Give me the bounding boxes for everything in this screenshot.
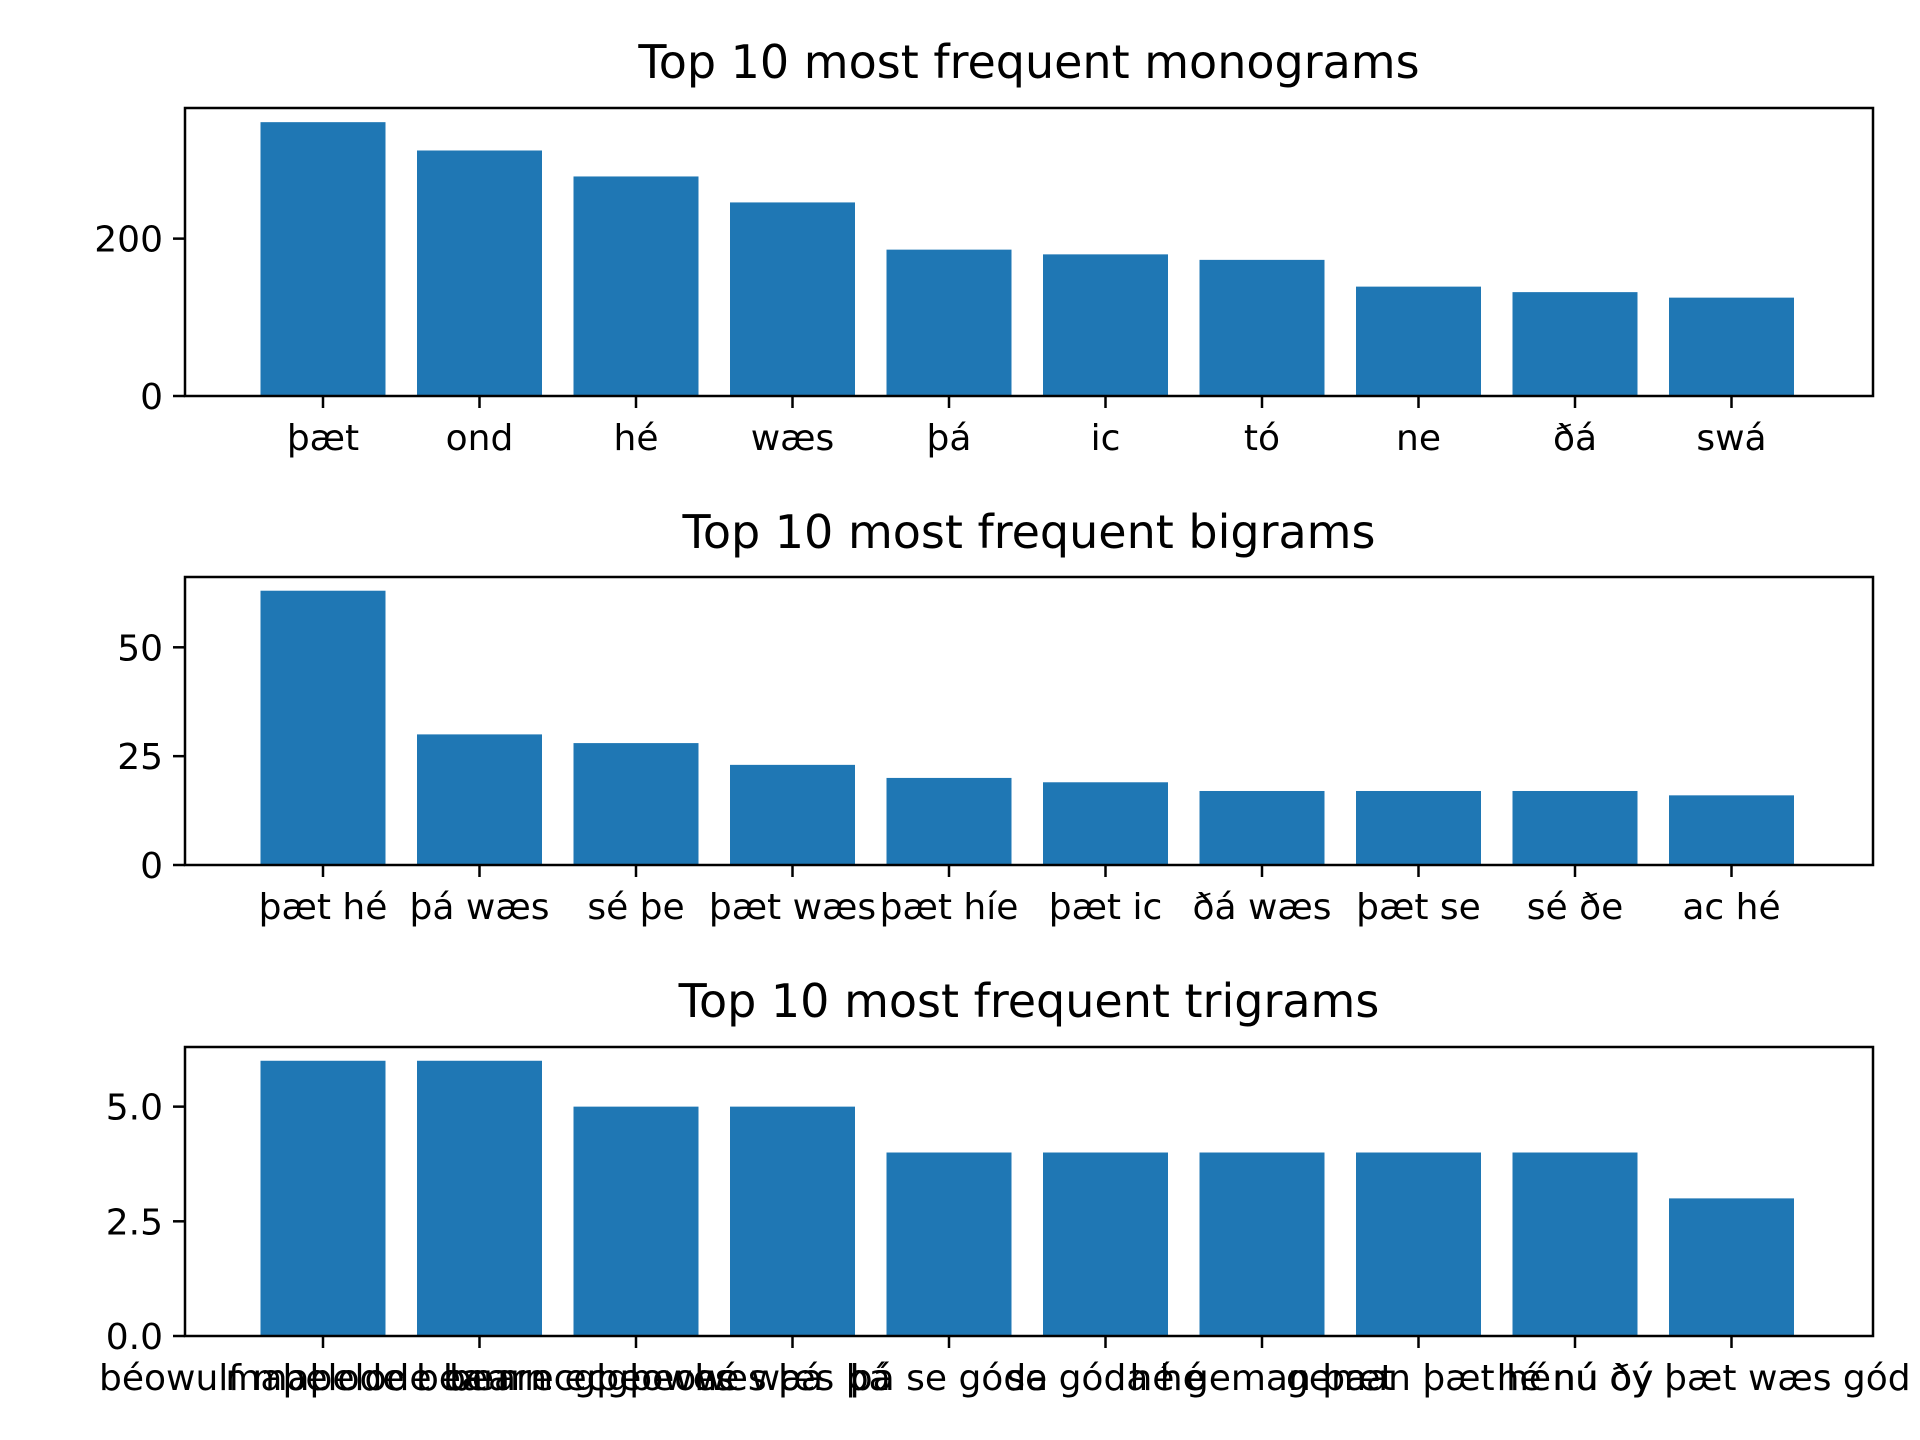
bar <box>1043 254 1168 396</box>
bar <box>260 122 386 396</box>
bar <box>1512 292 1638 396</box>
bar <box>886 249 1012 396</box>
y-tick-label: 25 <box>117 737 163 778</box>
bar <box>417 734 542 865</box>
bar <box>730 1106 855 1336</box>
x-tick-label: nú ðý þæt wæs gód <box>1552 1358 1910 1399</box>
y-tick-label: 5.0 <box>106 1088 163 1129</box>
bar <box>573 176 699 396</box>
bigram-chart: Top 10 most frequent bigrams þæt hé þá wæ… <box>117 505 1875 928</box>
bar <box>260 1060 386 1336</box>
monogram-chart: Top 10 most frequent monograms þæt ond hé w… <box>94 35 1875 459</box>
bar <box>1199 1152 1325 1336</box>
bar <box>1669 795 1794 865</box>
bar <box>1356 286 1481 396</box>
x-tick-label: þæt <box>287 418 359 459</box>
x-tick-label: þá se góda <box>850 1358 1049 1399</box>
axes-frame <box>183 1045 1875 1338</box>
x-tick-label: béowulf maþelode bearn <box>99 1358 547 1399</box>
bar <box>1043 782 1168 865</box>
y-tick-label: 50 <box>117 628 163 669</box>
x-tick-label: þæt wæs <box>709 887 876 928</box>
x-tick-label: hé <box>614 418 659 459</box>
x-tick-label: geman þæt hé <box>1286 1358 1551 1399</box>
x-tick-label: þæt híe <box>880 887 1019 928</box>
chart-title: Top 10 most frequent trigrams <box>678 974 1380 1028</box>
bar <box>1199 259 1325 396</box>
bar <box>1043 1152 1168 1336</box>
x-tick-label: maþelode bearn ecgþeowes <box>225 1358 733 1399</box>
bar <box>886 1152 1012 1336</box>
x-tick-label: ac hé <box>1682 887 1780 928</box>
bar <box>417 1060 542 1336</box>
x-tick-label: þá <box>927 418 972 459</box>
bar <box>1512 790 1638 865</box>
x-tick-label: hé wæs þá <box>694 1358 890 1399</box>
x-tick-label: ond <box>446 418 514 459</box>
x-tick-label: þæt hé <box>259 887 388 928</box>
y-tick-label: 0.0 <box>106 1317 163 1358</box>
chart-title: Top 10 most frequent bigrams <box>682 505 1376 559</box>
axes-frame <box>183 106 1875 398</box>
x-tick-label: þá wæs <box>410 887 550 928</box>
x-tick-label: þæt ic <box>1049 887 1163 928</box>
chart-title: Top 10 most frequent monograms <box>637 35 1419 89</box>
bar <box>1669 1198 1794 1336</box>
bar <box>1669 297 1794 396</box>
x-tick-label: hé geman þæt <box>1129 1358 1394 1399</box>
bar <box>1356 790 1481 865</box>
x-tick-label: ðá <box>1553 418 1597 459</box>
axes-frame <box>183 575 1875 867</box>
y-tick-label: 0 <box>140 846 163 887</box>
bar <box>573 1106 699 1336</box>
x-tick-label: ic <box>1091 418 1121 459</box>
bar <box>886 777 1012 865</box>
x-tick-label: sé þe <box>587 887 684 928</box>
x-tick-label: wæs <box>751 418 835 459</box>
x-tick-label: hé nú ðý <box>1497 1358 1654 1399</box>
bar <box>417 150 542 396</box>
y-tick-label: 200 <box>94 220 163 261</box>
y-tick-label: 2.5 <box>106 1202 163 1243</box>
x-tick-label: ðá wæs <box>1192 887 1331 928</box>
x-tick-label: swá <box>1696 418 1766 459</box>
bar <box>573 743 699 865</box>
y-tick-label: 0 <box>140 377 163 418</box>
bar <box>260 590 386 865</box>
bar <box>730 202 855 396</box>
bar <box>730 764 855 865</box>
bar <box>1512 1152 1638 1336</box>
x-tick-label: sé ðe <box>1527 887 1624 928</box>
bar <box>1199 790 1325 865</box>
trigram-chart: Top 10 most frequent trigrams béowulf ma… <box>99 974 1911 1399</box>
bar <box>1356 1152 1481 1336</box>
x-tick-label: tó <box>1244 418 1280 459</box>
x-tick-label: þæt se <box>1356 887 1481 928</box>
x-tick-label: ne <box>1396 418 1441 459</box>
x-tick-label: se góda hé <box>1006 1358 1205 1399</box>
x-tick-label: bearn ecgþeowes þá <box>449 1358 823 1399</box>
